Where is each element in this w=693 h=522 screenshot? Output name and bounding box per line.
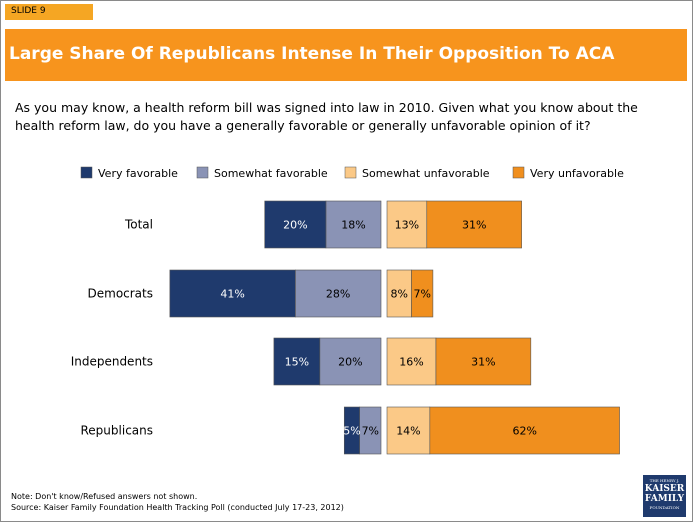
survey-question: As you may know, a health reform bill wa…: [15, 100, 638, 133]
source-note: Source: Kaiser Family Foundation Health …: [11, 503, 344, 512]
category-label-republicans: Republicans: [81, 424, 154, 438]
data-label-total-very-favorable: 20%: [283, 219, 307, 232]
slide-label-bar: [5, 4, 93, 20]
legend-label-somewhat-unfavorable: Somewhat unfavorable: [362, 167, 490, 180]
legend-swatch-very-unfavorable: [512, 166, 525, 179]
bar-total-somewhat-favorable: [325, 200, 382, 249]
data-label-republicans-very-favorable: 5%: [343, 425, 360, 438]
data-label-democrats-very-favorable: 41%: [220, 288, 244, 301]
legend-label-somewhat-favorable: Somewhat favorable: [214, 167, 328, 180]
bar-democrats-somewhat-unfavorable: [386, 269, 412, 318]
logo-line-2: FAMILY: [644, 494, 685, 504]
data-label-democrats-somewhat-unfavorable: 8%: [391, 288, 408, 301]
data-label-republicans-somewhat-unfavorable: 14%: [396, 425, 420, 438]
bar-republicans-very-favorable: [343, 406, 360, 455]
bar-independents-very-unfavorable: [435, 337, 532, 386]
logo-line-1: KAISER: [644, 484, 685, 494]
data-label-independents-very-unfavorable: 31%: [471, 356, 495, 369]
legend-swatch-somewhat-favorable: [196, 166, 209, 179]
category-label-independents: Independents: [71, 355, 153, 369]
legend-swatch-very-favorable: [80, 166, 93, 179]
category-label-total: Total: [124, 218, 153, 232]
slide-title: Large Share Of Republicans Intense In Th…: [9, 44, 615, 64]
data-label-republicans-somewhat-favorable: 7%: [362, 425, 379, 438]
legend-label-very-favorable: Very favorable: [98, 167, 178, 180]
diverging-bar-chart: Very favorable Somewhat favorable Somewhat…: [71, 166, 624, 455]
data-label-independents-somewhat-favorable: 20%: [338, 356, 362, 369]
logo-top-text: THE HENRY J.: [649, 478, 680, 483]
legend-label-very-unfavorable: Very unfavorable: [530, 167, 624, 180]
data-label-total-somewhat-unfavorable: 13%: [395, 219, 419, 232]
bar-republicans-very-unfavorable: [429, 406, 620, 455]
bar-total-somewhat-unfavorable: [386, 200, 428, 249]
data-label-total-very-unfavorable: 31%: [462, 219, 486, 232]
bar-independents-somewhat-unfavorable: [386, 337, 437, 386]
data-label-democrats-somewhat-favorable: 28%: [326, 288, 350, 301]
logo-bottom-text: FOUNDATION: [649, 505, 680, 510]
bar-total-very-unfavorable: [426, 200, 522, 249]
data-label-democrats-very-unfavorable: 7%: [413, 288, 430, 301]
legend-swatch-somewhat-unfavorable: [344, 166, 357, 179]
bar-democrats-very-favorable: [169, 269, 296, 318]
bar-independents-very-favorable: [273, 337, 321, 386]
bar-democrats-very-unfavorable: [411, 269, 434, 318]
bar-independents-somewhat-favorable: [319, 337, 382, 386]
slide-label: SLIDE 9: [11, 6, 46, 16]
bar-total-very-favorable: [264, 200, 327, 249]
data-label-total-somewhat-favorable: 18%: [341, 219, 365, 232]
title-bar: [5, 29, 687, 81]
footnote: Note: Don't know/Refused answers not sho…: [11, 492, 198, 501]
data-label-independents-very-favorable: 15%: [285, 356, 309, 369]
data-label-independents-somewhat-unfavorable: 16%: [399, 356, 423, 369]
kaiser-family-foundation-logo: THE HENRY J. KAISER FAMILY FOUNDATION: [643, 475, 686, 517]
category-label-democrats: Democrats: [88, 287, 154, 301]
data-label-republicans-very-unfavorable: 62%: [512, 425, 536, 438]
